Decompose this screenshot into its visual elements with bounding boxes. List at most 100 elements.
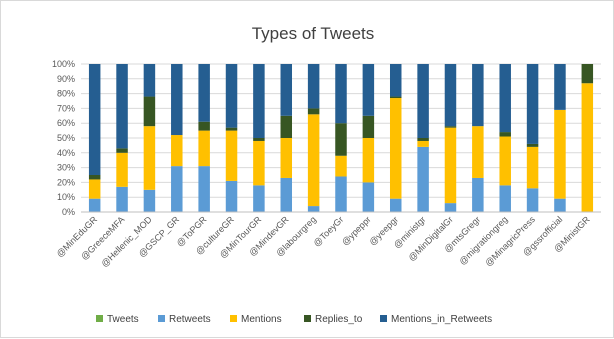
bar-segment bbox=[554, 109, 566, 199]
bar-segment bbox=[444, 64, 457, 127]
legend-swatch bbox=[230, 315, 237, 322]
bar-segment bbox=[335, 123, 347, 156]
bar-segment bbox=[280, 138, 293, 178]
bar-segment bbox=[171, 64, 183, 136]
bar-segment bbox=[143, 126, 156, 190]
bar-segment bbox=[499, 185, 511, 212]
bar-segment bbox=[362, 64, 375, 116]
legend-label: Mentions bbox=[241, 314, 282, 325]
y-tick-label: 100% bbox=[52, 59, 75, 69]
bar-segment bbox=[171, 166, 183, 212]
bar-segment bbox=[143, 189, 156, 212]
legend-label: Tweets bbox=[107, 314, 139, 325]
bar-segment bbox=[225, 127, 238, 131]
bar-segment bbox=[88, 64, 101, 175]
bar-segment bbox=[554, 64, 566, 110]
y-axis: 0% 10% 20% 30% 40% 50% 60% 70% 80% 90% 100% bbox=[52, 59, 75, 217]
legend: Tweets Retweets Mentions Replies_to Mentions… bbox=[96, 314, 492, 325]
bar-segment bbox=[307, 114, 320, 207]
bar-segment bbox=[280, 177, 293, 212]
y-tick-label: 10% bbox=[57, 192, 75, 202]
legend-label: Retweets bbox=[169, 314, 211, 325]
bar-segment bbox=[554, 198, 566, 212]
y-tick-label: 70% bbox=[57, 103, 75, 113]
bar-segment bbox=[389, 96, 402, 99]
x-tick-label: @migrationgreg bbox=[457, 214, 509, 266]
bar-segment bbox=[335, 64, 347, 124]
y-tick-label: 60% bbox=[57, 118, 75, 128]
bar-segment bbox=[444, 126, 457, 128]
bar-segment bbox=[198, 130, 210, 167]
bar-segment bbox=[362, 182, 375, 212]
bar-segment bbox=[280, 115, 293, 138]
y-tick-label: 0% bbox=[62, 207, 75, 217]
legend-swatch bbox=[304, 315, 311, 322]
x-tick-label: @ypeppr bbox=[340, 214, 373, 247]
bar-segment bbox=[253, 185, 265, 212]
legend-swatch bbox=[380, 315, 387, 322]
legend-label: Replies_to bbox=[315, 314, 363, 325]
bar-segment bbox=[335, 176, 347, 212]
y-tick-label: 50% bbox=[57, 133, 75, 143]
bar-segment bbox=[499, 132, 511, 137]
bar-segment bbox=[362, 138, 375, 183]
bar-segment bbox=[472, 64, 484, 127]
bar-segment bbox=[526, 188, 539, 212]
bar-segment bbox=[499, 64, 511, 133]
bar-segment bbox=[253, 64, 265, 138]
legend-swatch bbox=[158, 315, 165, 322]
bar-segment bbox=[417, 138, 429, 141]
chart-title: Types of Tweets bbox=[252, 24, 375, 43]
bar-segment bbox=[143, 64, 156, 97]
y-tick-label: 20% bbox=[57, 177, 75, 187]
bar-segment bbox=[280, 64, 293, 116]
bar-segment bbox=[198, 64, 210, 122]
bar-segment bbox=[307, 64, 320, 109]
bar-segment bbox=[389, 98, 402, 199]
bar-segment bbox=[472, 177, 484, 212]
legend-swatch bbox=[96, 315, 103, 322]
bar-segment bbox=[499, 136, 511, 186]
bar-segment bbox=[307, 108, 320, 115]
bar-segment bbox=[143, 96, 156, 127]
legend-label: Mentions_in_Retweets bbox=[391, 314, 492, 325]
bar-segment bbox=[116, 148, 128, 153]
bar-segment bbox=[472, 126, 484, 178]
y-tick-label: 30% bbox=[57, 163, 75, 173]
bar-segment bbox=[225, 130, 238, 181]
bar-segment bbox=[444, 203, 457, 212]
y-tick-label: 40% bbox=[57, 148, 75, 158]
bar-segment bbox=[389, 198, 402, 212]
bar-segment bbox=[225, 64, 238, 128]
bar-segment bbox=[116, 186, 128, 212]
bar-segment bbox=[417, 146, 429, 212]
bar-segment bbox=[526, 146, 539, 189]
bar-segment bbox=[253, 138, 265, 141]
bar-segment bbox=[88, 179, 101, 199]
bar-segment bbox=[116, 152, 128, 187]
bars bbox=[88, 64, 594, 213]
bar-segment bbox=[198, 166, 210, 212]
bar-segment bbox=[171, 135, 183, 167]
bar-segment bbox=[581, 64, 594, 84]
bar-segment bbox=[362, 115, 375, 138]
bar-segment bbox=[116, 64, 128, 149]
bar-segment bbox=[253, 140, 265, 186]
x-tick-label: @ToeyGr bbox=[311, 214, 345, 248]
bar-segment bbox=[307, 206, 320, 212]
y-tick-label: 80% bbox=[57, 89, 75, 99]
bar-segment bbox=[444, 127, 457, 204]
bar-segment bbox=[88, 175, 101, 180]
bar-segment bbox=[389, 64, 402, 97]
bar-segment bbox=[225, 180, 238, 212]
x-axis: @MinEduGR@GreeceMFA@Hellenic_MOD@GSCP_GR… bbox=[54, 211, 601, 269]
bar-segment bbox=[526, 143, 539, 147]
bar-segment bbox=[88, 198, 101, 212]
y-tick-label: 90% bbox=[57, 74, 75, 84]
bar-segment bbox=[335, 155, 347, 177]
bar-segment bbox=[417, 140, 429, 147]
bar-segment bbox=[581, 83, 594, 213]
bar-segment bbox=[417, 64, 429, 138]
